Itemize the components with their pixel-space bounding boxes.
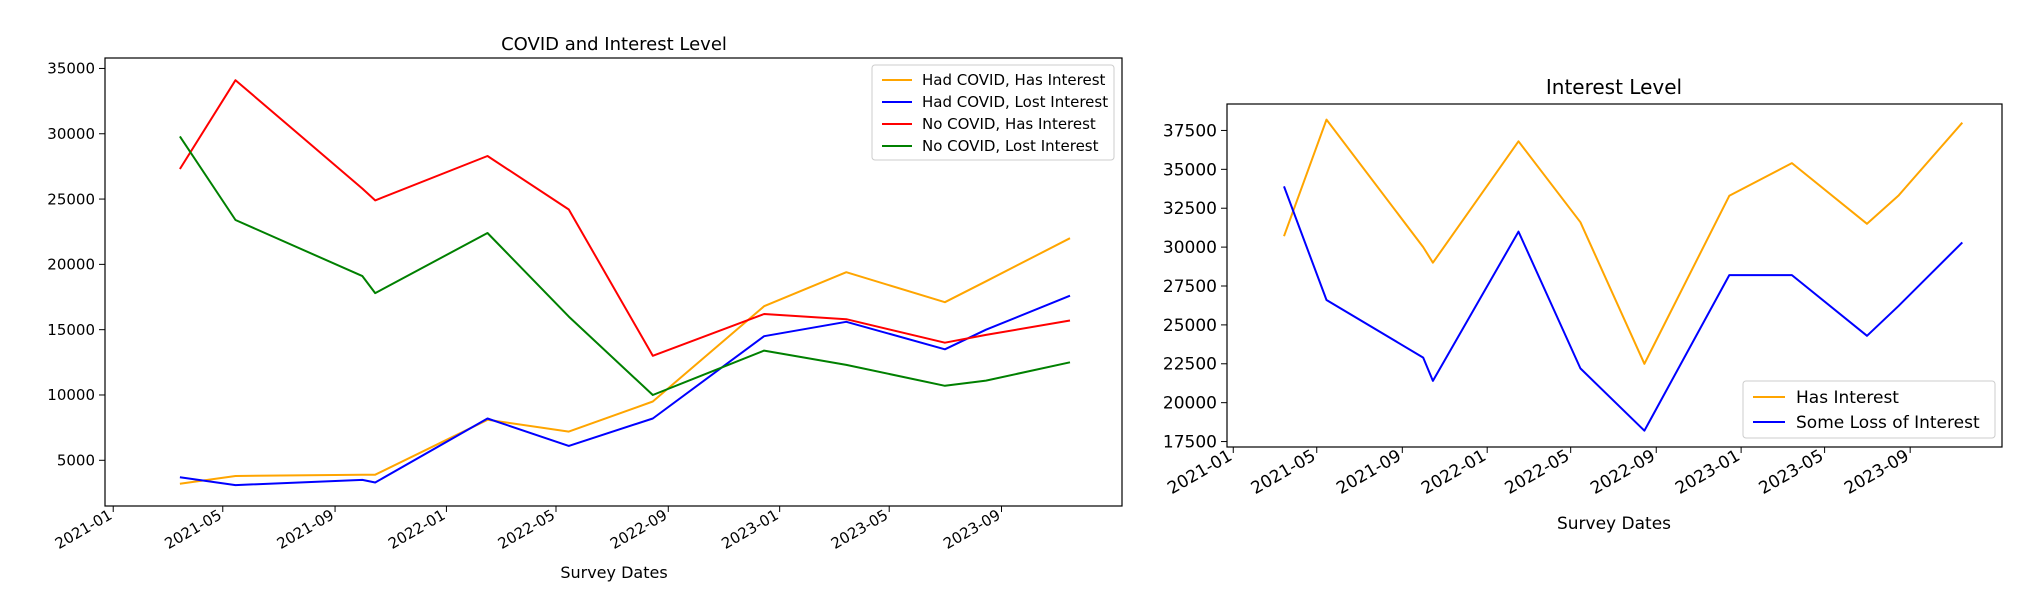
x-axis-label: Survey Dates <box>1557 514 1671 534</box>
legend-label: Some Loss of Interest <box>1796 413 1980 433</box>
axis-ticks: 17500 20000 22500 25000 27500 30000 32500 35000… <box>1163 121 1913 498</box>
y-tick-label: 30000 <box>47 125 95 143</box>
series-line <box>1283 186 1964 432</box>
series-line <box>1283 118 1964 365</box>
x-tick-label: 2023-09 <box>940 506 1003 553</box>
chart-title: COVID and Interest Level <box>501 34 727 55</box>
y-tick-label: 15000 <box>47 321 95 339</box>
legend-box <box>871 64 1115 161</box>
legend-label: No COVID, Has Interest <box>922 115 1096 133</box>
x-tick-label: 2021-05 <box>1248 446 1320 499</box>
x-tick-label: 2021-05 <box>161 506 224 553</box>
legend: Has Interest Some Loss of Interest <box>1742 380 1996 439</box>
x-tick-label: 2023-01 <box>718 506 781 553</box>
x-tick-label: 2022-09 <box>1587 446 1659 499</box>
legend-box <box>1742 380 1996 439</box>
x-tick-label: 2022-05 <box>1502 446 1574 499</box>
x-tick-label: 2021-01 <box>1164 446 1236 499</box>
legend: Had COVID, Has Interest Had COVID, Lost … <box>871 64 1115 161</box>
y-tick-label: 22500 <box>1163 355 1217 375</box>
legend-label: No COVID, Lost Interest <box>922 137 1099 155</box>
y-tick-label: 27500 <box>1163 277 1217 297</box>
x-tick-label: 2023-01 <box>1672 446 1744 499</box>
y-tick-label: 25000 <box>47 190 95 208</box>
plot-frame <box>1226 103 2003 448</box>
series-line <box>179 237 1071 485</box>
legend-label: Had COVID, Lost Interest <box>922 93 1108 111</box>
covid-interest-chart: COVID and Interest Level Survey Dates 50… <box>47 34 1123 582</box>
y-tick-label: 32500 <box>1163 199 1217 219</box>
x-tick-label: 2022-05 <box>495 506 558 553</box>
x-tick-label: 2021-01 <box>52 506 115 553</box>
plot-frame <box>104 57 1123 507</box>
series-lines <box>1283 118 1964 432</box>
legend-label: Has Interest <box>1796 388 1899 408</box>
x-tick-label: 2022-09 <box>607 506 670 553</box>
y-tick-label: 5000 <box>57 452 95 470</box>
x-tick-label: 2023-09 <box>1841 446 1913 499</box>
x-tick-label: 2023-05 <box>828 506 891 553</box>
x-axis-label: Survey Dates <box>560 563 667 582</box>
x-tick-label: 2021-09 <box>1333 446 1405 499</box>
interest-level-chart: Interest Level Survey Dates 17500 20000 22… <box>1163 75 2003 534</box>
y-tick-label: 20000 <box>1163 394 1217 414</box>
y-tick-label: 10000 <box>47 386 95 404</box>
y-tick-label: 37500 <box>1163 121 1217 141</box>
y-tick-label: 30000 <box>1163 238 1217 258</box>
y-tick-label: 17500 <box>1163 433 1217 453</box>
x-tick-label: 2023-05 <box>1756 446 1828 499</box>
y-tick-label: 35000 <box>1163 160 1217 180</box>
series-lines <box>179 79 1071 487</box>
series-line <box>179 135 1071 396</box>
legend-label: Had COVID, Has Interest <box>922 71 1106 89</box>
series-line <box>179 294 1071 487</box>
x-tick-label: 2022-01 <box>1418 446 1490 499</box>
y-tick-label: 25000 <box>1163 316 1217 336</box>
series-line <box>179 79 1071 357</box>
x-tick-label: 2022-01 <box>385 506 448 553</box>
x-tick-label: 2021-09 <box>274 506 337 553</box>
y-tick-label: 35000 <box>47 60 95 78</box>
y-tick-label: 20000 <box>47 256 95 274</box>
chart-title: Interest Level <box>1546 75 1682 99</box>
